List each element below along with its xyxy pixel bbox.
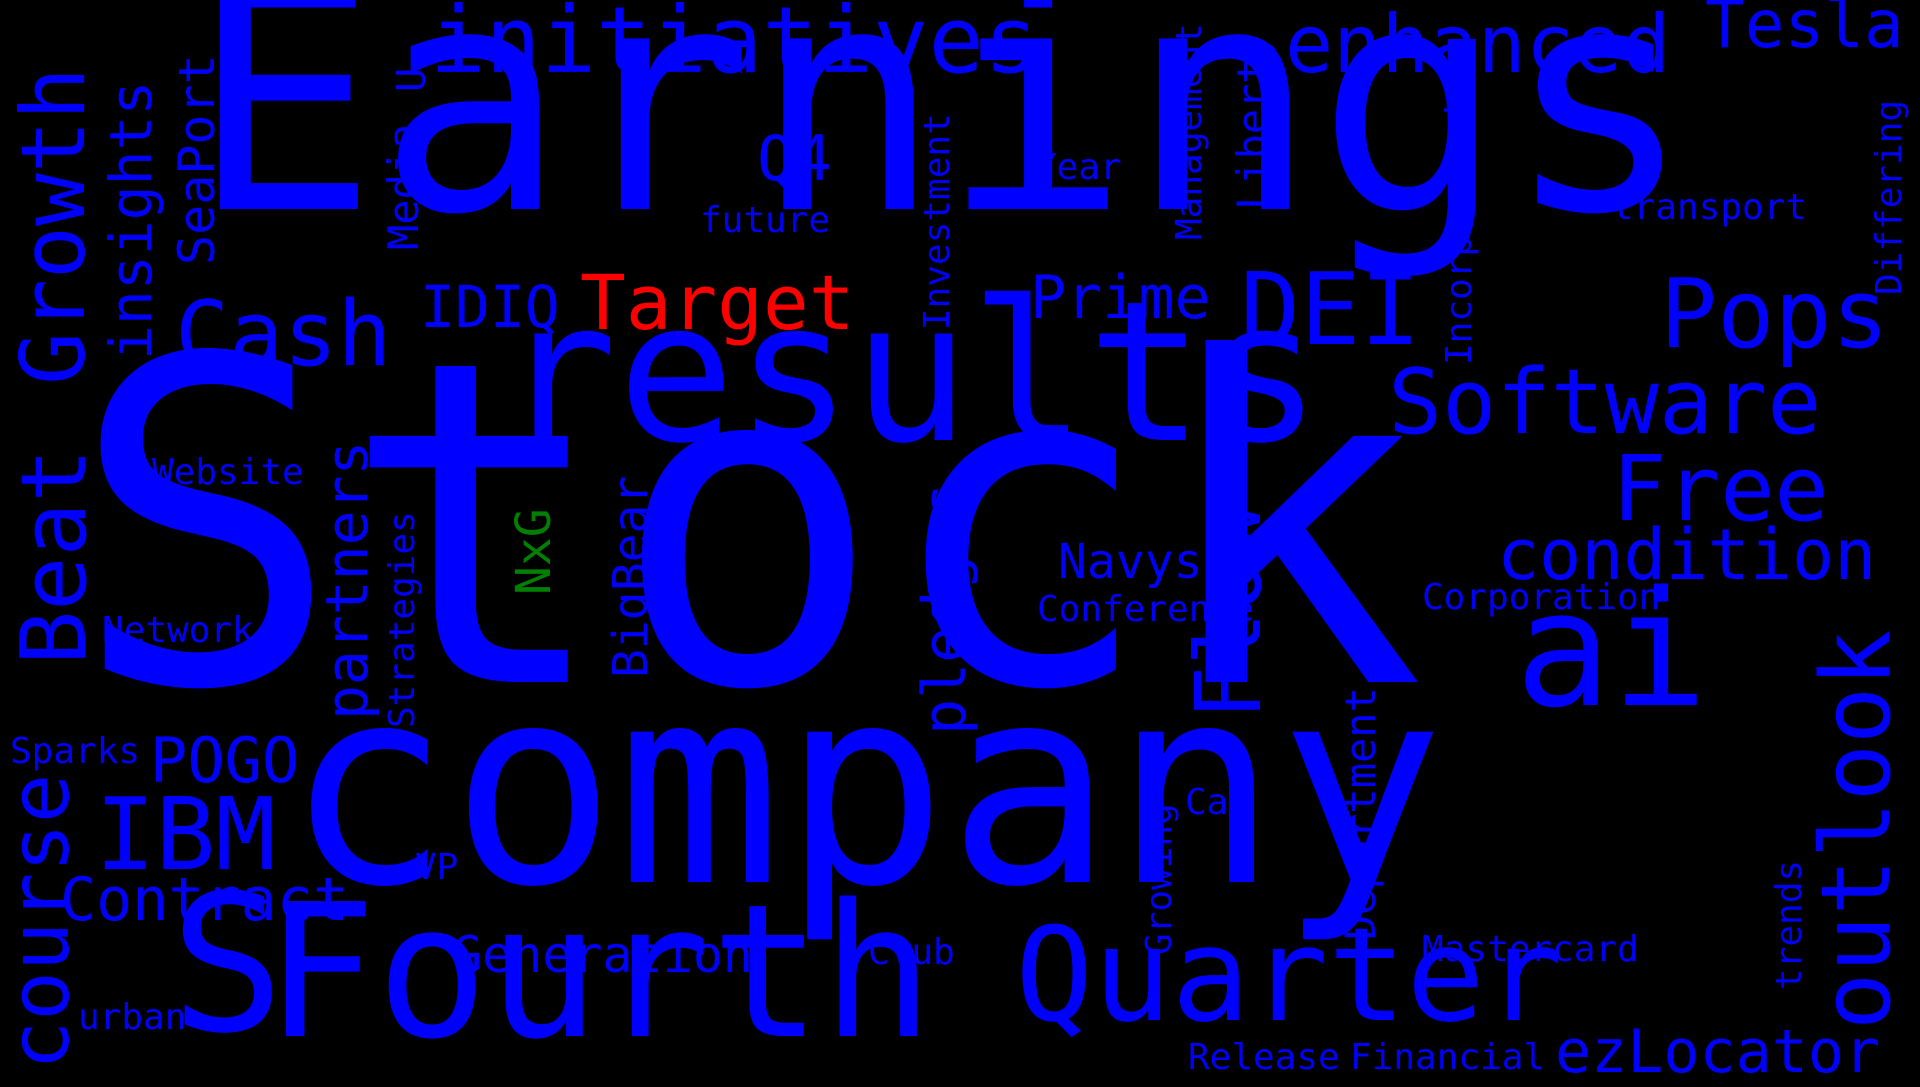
word-navys: Navys <box>1058 534 1203 590</box>
word-contract: Contract <box>60 865 349 935</box>
word-ibm: IBM <box>95 776 276 893</box>
word-company: company <box>285 627 1444 947</box>
word-trends: trends <box>1769 859 1810 990</box>
word-u: U <box>389 67 435 92</box>
word-seaport: SeaPort <box>168 54 226 265</box>
word-investment: Investment <box>917 113 958 330</box>
word-urban: urban <box>78 997 187 1038</box>
word-mastercard: Mastercard <box>1422 929 1639 970</box>
word-liberty: Liberty <box>1228 32 1277 210</box>
word-ai: ai <box>1515 556 1708 743</box>
word-growing: Growing <box>1139 803 1180 955</box>
word-insights: insights <box>97 80 165 360</box>
word-media: Media <box>379 123 428 250</box>
word-pogo: POGO <box>150 724 300 797</box>
word-incorporated: Incorporated <box>1439 104 1480 365</box>
word-initiatives: initiatives <box>430 0 1040 94</box>
word-outlook: outlook <box>1802 629 1912 1030</box>
word-prime: Prime <box>1030 263 1211 333</box>
word-quarter: Quarter <box>1015 899 1563 1051</box>
word-s: S <box>170 854 285 1075</box>
word-software: Software <box>1388 350 1822 455</box>
word-nxg: NxG <box>506 508 562 595</box>
word-fourth: Fourth <box>265 864 934 1080</box>
word-tesla: Tesla <box>1705 0 1904 63</box>
word-partners: partners <box>313 440 381 720</box>
word-enhanced: enhanced <box>1285 0 1671 91</box>
word-results: results <box>500 259 1322 486</box>
word-management: Management <box>1169 23 1210 240</box>
word-condition: condition <box>1497 514 1877 596</box>
word-network: Network <box>102 610 254 651</box>
word-vp: VP <box>415 847 459 888</box>
word-pledges: pledges <box>910 482 980 735</box>
word-earnings: Earnings <box>190 0 1693 283</box>
word-course: course <box>0 773 88 1070</box>
word-idiq: IDIQ <box>420 273 560 341</box>
word-q4: Q4 <box>757 122 832 195</box>
word-strategies: Strategies <box>382 511 423 728</box>
word-pops: Pops <box>1660 260 1889 370</box>
word-website: Website <box>152 452 304 493</box>
word-cash: Cash <box>175 282 392 387</box>
word-club: Club <box>868 932 955 973</box>
word-dei: DEI <box>1240 251 1421 368</box>
word-sparks: Sparks <box>10 731 141 772</box>
word-growth: Growth <box>2 67 105 385</box>
word-release: Release <box>1188 1037 1340 1078</box>
word-car: Car <box>1185 782 1251 823</box>
word-financial: Financial <box>1350 1037 1546 1078</box>
word-beat: Beat <box>2 448 107 665</box>
word-differing: Differing <box>1869 99 1910 295</box>
word-free: Free <box>1612 437 1829 542</box>
word-year: Year <box>1035 147 1122 188</box>
word-generation: Generation <box>452 926 754 984</box>
word-target: Target <box>580 258 855 347</box>
word-department: Department <box>1336 687 1385 940</box>
word-stock: Stock <box>70 265 1425 789</box>
word-corporation: Corporation <box>1422 577 1661 618</box>
word-ezlocator: ezLocator <box>1555 1017 1881 1087</box>
word-flow: Flow <box>1177 503 1282 720</box>
word-bigbear: BigBear <box>603 475 659 678</box>
word-conference: Conference <box>1037 589 1254 630</box>
word-transport: transport <box>1612 187 1808 228</box>
word-future: future <box>700 200 831 241</box>
